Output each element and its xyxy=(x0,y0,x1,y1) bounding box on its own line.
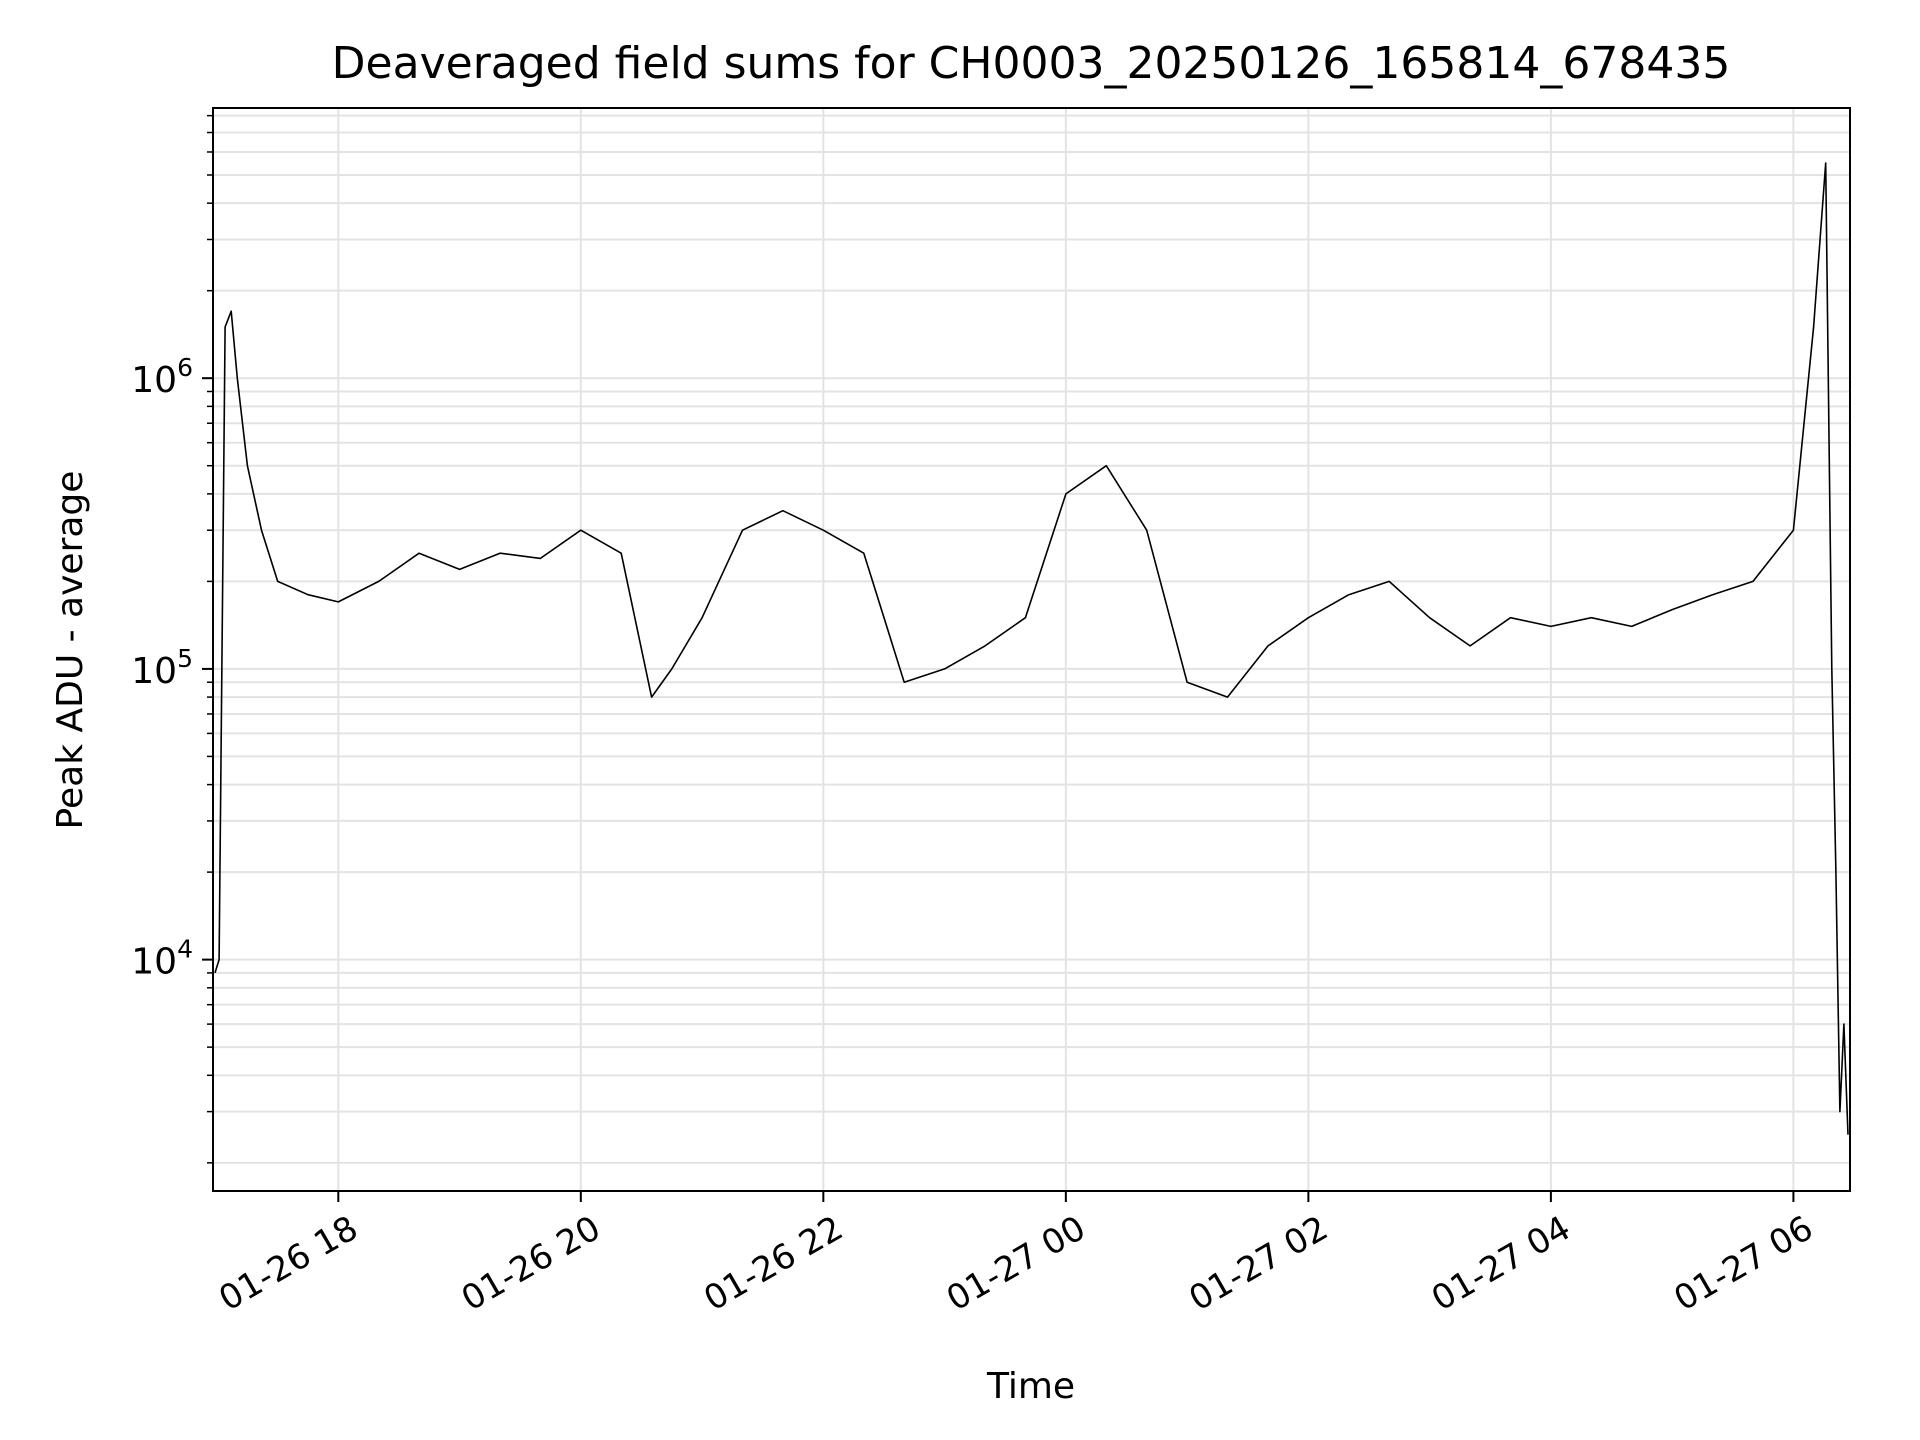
x-tick-label: 01-27 00 xyxy=(940,1208,1092,1319)
x-tick-label: 01-27 04 xyxy=(1425,1208,1577,1319)
x-tick-label: 01-26 18 xyxy=(212,1208,364,1319)
x-tick-label: 01-27 02 xyxy=(1182,1208,1334,1319)
x-tick-label: 01-27 06 xyxy=(1668,1208,1820,1319)
axis-ticks: 104 105 106 01-26 18 01-26 20 01-26 22 01-27 0… xyxy=(131,114,1820,1319)
y-tick-label: 104 xyxy=(131,935,193,983)
grid-lines xyxy=(213,108,1850,1191)
plot-frame xyxy=(212,107,1851,1192)
data-series-line xyxy=(214,162,1849,1135)
y-axis-label: Peak ADU - average xyxy=(50,471,91,830)
y-tick-label: 105 xyxy=(131,644,193,692)
y-tick-label: 106 xyxy=(131,353,193,401)
x-tick-label: 01-26 22 xyxy=(697,1208,849,1319)
plot-area xyxy=(214,162,1849,1135)
chart-title: Deaveraged field sums for CH0003_2025012… xyxy=(332,38,1731,89)
x-axis-label: Time xyxy=(986,1366,1075,1407)
x-tick-label: 01-26 20 xyxy=(455,1208,607,1319)
